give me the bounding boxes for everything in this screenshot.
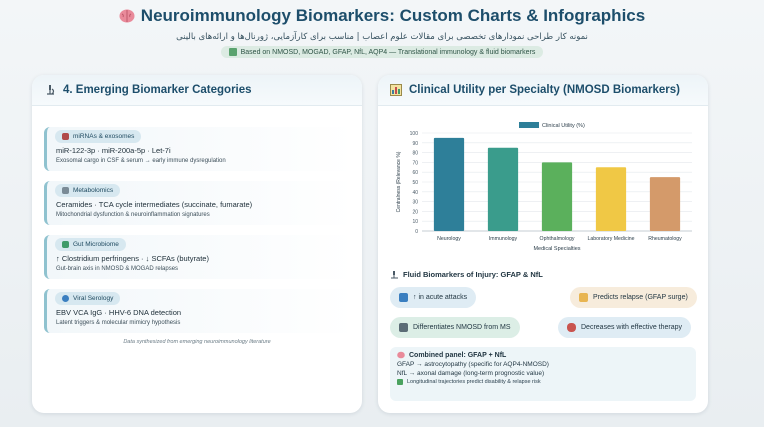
y-tick-label: 60 [412,170,418,176]
virus-icon [62,295,69,302]
category-description: Exosomal cargo in CSF & serum → early im… [56,158,226,164]
y-tick-label: 80 [412,151,418,157]
legend-swatch [519,122,539,128]
y-tick-label: 70 [412,160,418,166]
category-markers: Ceramides · TCA cycle intermediates (suc… [56,200,253,209]
combined-panel-heading: Combined panel: GFAP + NfL [397,351,689,359]
source-pill-label: Based on NMOSD, MOGAD, GFAP, NfL, AQP4 —… [240,48,536,56]
y-tick-label: 40 [412,190,418,196]
chart-icon [579,293,588,302]
category-viral-serology: Viral Serology EBV VCA IgG · HHV-6 DNA d… [44,289,355,333]
chip-differentiates: Differentiates NMOSD from MS [390,317,520,338]
combined-panel-footnote: Longitudinal trajectories predict disabi… [397,379,689,385]
card-title: 4. Emerging Biomarker Categories [63,84,252,96]
x-tick-label: Laboratory Medicine [587,236,634,242]
brain-icon [119,9,135,23]
category-tag-label: miRNAs & exosomes [73,133,135,140]
y-tick-label: 100 [410,131,419,137]
card-title: Clinical Utility per Specialty (NMOSD Bi… [409,84,680,96]
brain-icon [397,351,405,359]
chip-label: Differentiates NMOSD from MS [413,324,511,331]
page-title: Neuroimmunology Biomarkers: Custom Chart… [140,6,646,25]
y-tick-label: 50 [412,180,418,186]
category-tag: Metabolomics [55,184,121,197]
source-pill: Based on NMOSD, MOGAD, GFAP, NfL, AQP4 —… [220,46,544,58]
bookmark-icon [228,48,237,56]
category-mirnas: miRNAs & exosomes miR-122-3p · miR-200a-… [44,127,355,171]
category-markers: EBV VCA IgG · HHV-6 DNA detection [56,308,182,317]
bar-immunology [487,147,519,231]
category-markers: ↑ Clostridium perfringens · ↓ SCFAs (but… [56,254,209,263]
category-metabolomics: Metabolomics Ceramides · TCA cycle inter… [44,181,355,225]
chip-decreases-therapy: Decreases with effective therapy [558,317,692,338]
chip-label: Predicts relapse (GFAP surge) [593,294,688,301]
emerging-biomarkers-card: 4. Emerging Biomarker Categories miRNAs … [32,75,362,413]
bar-rheumatology [649,177,681,231]
nfl-line: NfL → axonal damage (long-term prognosti… [397,370,545,377]
chip-label: ↑ in acute attacks [413,294,468,301]
x-tick-label: Immunology [489,236,518,242]
category-description: Mitochondrial dysfunction & neuroinflamm… [56,212,210,218]
category-markers: miR-122-3p · miR-200a-5p · Let-7i [56,146,171,155]
chip-label: Decreases with effective therapy [581,324,683,331]
bar-ophthalmology [541,162,573,231]
pill-icon [62,133,69,140]
card-header: Clinical Utility per Specialty (NMOSD Bi… [378,75,708,106]
combined-panel-title: Combined panel: GFAP + NfL [409,351,507,359]
bar-laboratory-medicine [595,167,627,231]
beaker-icon [62,187,69,194]
microbe-icon [62,241,69,248]
fluid-biomarkers-title: Fluid Biomarkers of Injury: GFAP & NfL [403,270,543,279]
combined-panel-footnote-text: Longitudinal trajectories predict disabi… [407,379,541,385]
chip-predicts-relapse: Predicts relapse (GFAP surge) [570,287,697,308]
category-tag-label: Viral Serology [73,295,114,302]
y-tick-label: 0 [415,229,418,235]
up-arrow-icon [399,293,408,302]
page-subtitle: نمونه کار طراحی نمودارهای تخصصی برای مقا… [176,32,588,42]
y-tick-label: 30 [412,200,418,206]
bar-neurology [433,137,465,231]
x-tick-label: Neurology [437,236,461,242]
page-header: Neuroimmunology Biomarkers: Custom Chart… [0,4,764,61]
clinical-utility-card: Clinical Utility per Specialty (NMOSD Bi… [378,75,708,413]
category-description: Gut-brain axis in NMOSD & MOGAD relapses [56,266,179,272]
category-tag: miRNAs & exosomes [55,130,142,143]
y-axis-label: Centralness (Relevance %) [396,151,402,212]
category-tag: Gut Microbiome [55,238,126,251]
category-gut-microbiome: Gut Microbiome ↑ Clostridium perfringens… [44,235,355,279]
category-tag: Viral Serology [55,292,121,305]
y-tick-label: 10 [412,219,418,225]
clinical-utility-chart: 0 10 20 30 40 50 60 70 80 90 100 Neurology Immunolog… [396,122,692,252]
combined-panel-box: Combined panel: GFAP + NfL GFAP → astroc… [390,347,696,401]
legend-label: Clinical Utility (%) [542,123,585,129]
card-header: 4. Emerging Biomarker Categories [32,75,362,106]
footnote: Data synthesized from emerging neuroimmu… [123,339,271,345]
y-tick-label: 90 [412,141,418,147]
bar-chart-icon [390,84,402,96]
pill-icon [567,323,576,332]
x-tick-label: Rheumatology [648,236,682,242]
category-tag-label: Gut Microbiome [73,241,119,248]
category-tag-label: Metabolomics [73,187,114,194]
x-axis-label: Medical Specialties [533,246,580,252]
microscope-icon [47,85,55,95]
chip-acute-attacks: ↑ in acute attacks [390,287,477,308]
y-tick-label: 20 [412,209,418,215]
page-title-row: Neuroimmunology Biomarkers: Custom Chart… [0,6,764,26]
check-icon [397,379,403,385]
x-tick-label: Ophthalmology [540,236,575,242]
category-description: Latent triggers & molecular mimicry hypo… [56,320,181,326]
gfap-line: GFAP → astrocytopathy (specific for AQP4… [397,361,549,368]
flask-icon [399,323,408,332]
fluid-biomarkers-heading: Fluid Biomarkers of Injury: GFAP & NfL [390,270,543,279]
microscope-icon [391,271,398,279]
